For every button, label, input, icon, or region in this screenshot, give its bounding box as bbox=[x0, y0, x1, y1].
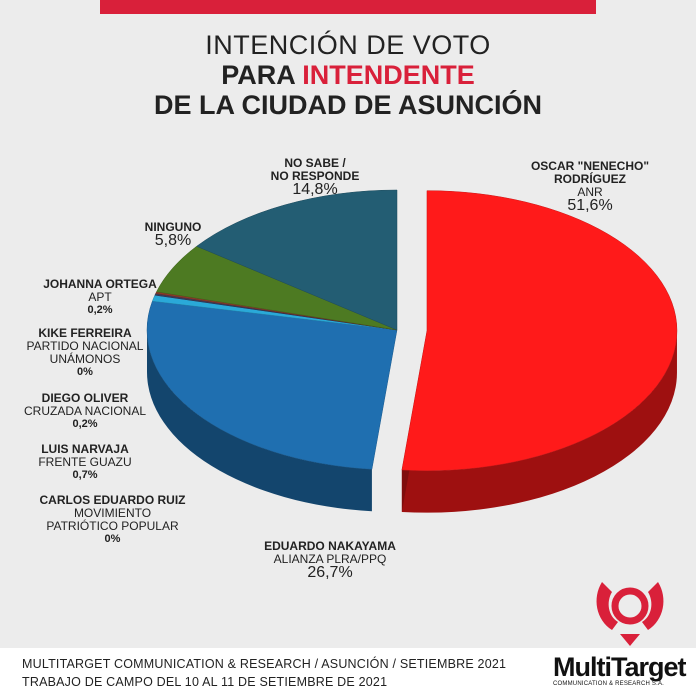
label-oliver: DIEGO OLIVER CRUZADA NACIONAL 0,2% bbox=[10, 392, 160, 431]
label-ortega-party: APT bbox=[88, 290, 112, 304]
label-no-sabe: NO SABE / NO RESPONDE 14,8% bbox=[255, 156, 375, 198]
pie-slice-eduardo-nakayama-side bbox=[147, 330, 372, 512]
label-nakayama-name: EDUARDO NAKAYAMA bbox=[264, 539, 396, 553]
pie-slice-oscar-nenecho-rodr-guez-side bbox=[401, 330, 677, 513]
label-ortega-pct: 0,2% bbox=[87, 304, 113, 316]
label-no-sabe-name1: NO SABE / bbox=[284, 156, 346, 170]
label-nenecho-name2: RODRÍGUEZ bbox=[554, 172, 626, 186]
label-narvaja-party: FRENTE GUAZU bbox=[38, 455, 132, 469]
label-ruiz-name: CARLOS EDUARDO RUIZ bbox=[39, 493, 186, 507]
footer-line-1: MULTITARGET COMMUNICATION & RESEARCH / A… bbox=[22, 657, 507, 671]
target-logo-icon bbox=[596, 582, 664, 646]
title-line-1: INTENCIÓN DE VOTO bbox=[205, 30, 491, 60]
label-ninguno-pct: 5,8% bbox=[154, 232, 192, 249]
logo-name: MultiTarget bbox=[553, 652, 686, 682]
title-highlight: INTENDENTE bbox=[302, 60, 475, 90]
pie-tops bbox=[146, 189, 678, 471]
label-oliver-pct: 0,2% bbox=[72, 418, 98, 430]
label-nenecho-pct: 51,6% bbox=[567, 197, 613, 214]
label-ortega-name: JOHANNA ORTEGA bbox=[43, 277, 157, 291]
label-nenecho-party: ANR bbox=[577, 185, 603, 199]
label-narvaja-name: LUIS NARVAJA bbox=[41, 442, 129, 456]
label-nenecho: OSCAR "NENECHO" RODRÍGUEZ ANR 51,6% bbox=[505, 159, 675, 214]
title-line-2: PARA INTENDENTE bbox=[0, 60, 696, 90]
label-ruiz-pct: 0% bbox=[104, 533, 121, 545]
label-ruiz-party2: PATRIÓTICO POPULAR bbox=[46, 519, 179, 533]
pie-slice-no-sabe-no-responde bbox=[196, 189, 398, 331]
label-nakayama: EDUARDO NAKAYAMA ALIANZA PLRA/PPQ 26,7% bbox=[240, 539, 420, 581]
label-no-sabe-name2: NO RESPONDE bbox=[270, 169, 360, 183]
logo-subtitle: COMMUNICATION & RESEARCH S.A. bbox=[553, 681, 665, 687]
label-ninguno: NINGUNO 5,8% bbox=[128, 220, 218, 249]
chart-title: INTENCIÓN DE VOTO PARA INTENDENTE DE LA … bbox=[0, 30, 696, 120]
label-ferreira-name: KIKE FERREIRA bbox=[38, 326, 132, 340]
label-ferreira: KIKE FERREIRA PARTIDO NACIONAL UNÁMONOS … bbox=[10, 327, 160, 379]
title-line-3: DE LA CIUDAD DE ASUNCIÓN bbox=[153, 90, 542, 120]
footer: MULTITARGET COMMUNICATION & RESEARCH / A… bbox=[0, 648, 696, 696]
label-ferreira-pct: 0% bbox=[77, 366, 93, 378]
label-ferreira-party2: UNÁMONOS bbox=[49, 352, 121, 366]
label-ortega: JOHANNA ORTEGA APT 0,2% bbox=[25, 278, 175, 317]
pie-slice-eduardo-nakayama bbox=[146, 300, 398, 470]
label-oliver-name: DIEGO OLIVER bbox=[41, 391, 129, 405]
top-accent-bar bbox=[100, 0, 596, 14]
label-ruiz-party1: MOVIMIENTO bbox=[73, 506, 152, 520]
label-ferreira-party1: PARTIDO NACIONAL bbox=[26, 339, 144, 353]
label-ninguno-name: NINGUNO bbox=[144, 220, 202, 234]
label-narvaja-pct: 0,7% bbox=[72, 469, 98, 481]
pie-slice-oscar-nenecho-rodr-guez bbox=[401, 190, 678, 471]
label-nakayama-pct: 26,7% bbox=[307, 564, 353, 581]
label-oliver-party: CRUZADA NACIONAL bbox=[23, 404, 147, 418]
label-no-sabe-pct: 14,8% bbox=[292, 181, 338, 198]
label-nenecho-name1: OSCAR "NENECHO" bbox=[530, 159, 650, 173]
label-ruiz: CARLOS EDUARDO RUIZ MOVIMIENTO PATRIÓTIC… bbox=[25, 494, 200, 546]
title-line-2-prefix: PARA bbox=[221, 60, 303, 90]
footer-line-2: TRABAJO DE CAMPO DEL 10 AL 11 DE SETIEMB… bbox=[22, 675, 388, 689]
label-nakayama-party: ALIANZA PLRA/PPQ bbox=[273, 552, 387, 566]
label-narvaja: LUIS NARVAJA FRENTE GUAZU 0,7% bbox=[10, 443, 160, 482]
